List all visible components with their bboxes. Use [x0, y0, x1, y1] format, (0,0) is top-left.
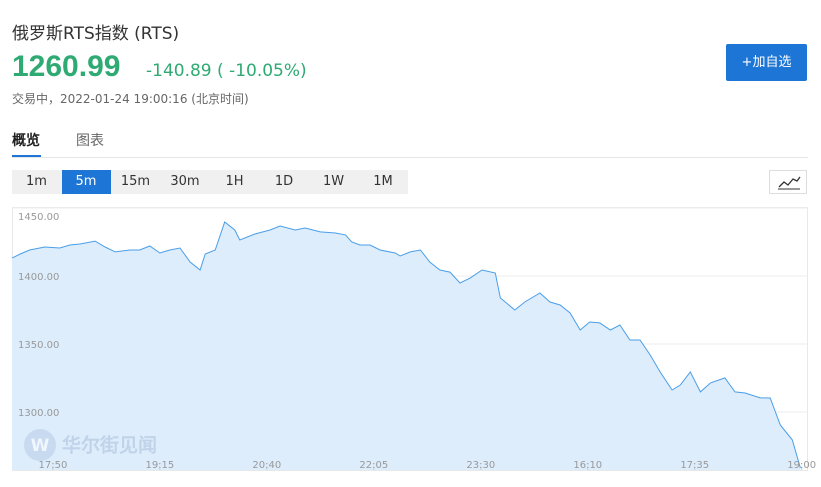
y-tick-label: 1450.00	[18, 212, 59, 223]
x-tick-label: 16:10	[573, 460, 602, 471]
tab[interactable]: 概览	[12, 133, 40, 149]
x-tick-label: 17:35	[680, 460, 709, 471]
interval-button[interactable]: 1W	[322, 174, 345, 189]
area-fill	[12, 222, 801, 470]
tab[interactable]: 图表	[76, 133, 104, 149]
x-tick-label: 17:50	[38, 460, 67, 471]
title: 俄罗斯RTS指数 (RTS)	[12, 24, 180, 44]
watermark: W 华尔街见闻	[24, 429, 157, 461]
watermark-text: 华尔街见闻	[62, 434, 157, 457]
tab-divider	[12, 157, 808, 158]
svg-text:W: W	[31, 436, 50, 456]
interval-button[interactable]: 1M	[373, 174, 393, 189]
interval-button[interactable]: 15m	[120, 174, 151, 189]
price: 1260.99	[12, 50, 121, 83]
x-tick-label: 23:30	[466, 460, 495, 471]
add-watchlist-button[interactable]: +加自选	[726, 44, 807, 81]
x-tick-label: 20:40	[252, 460, 281, 471]
x-tick-label: 19:15	[145, 460, 174, 471]
chart-type-button[interactable]	[769, 170, 807, 194]
y-tick-label: 1350.00	[18, 340, 59, 351]
interval-button[interactable]: 5m	[61, 170, 111, 194]
chart-icon	[778, 176, 801, 190]
y-tick-label: 1400.00	[18, 272, 59, 283]
price-line	[11, 221, 801, 469]
interval-button[interactable]: 1D	[274, 174, 294, 189]
trade-status: 交易中，2022-01-24 19:00:16 (北京时间)	[12, 92, 249, 106]
interval-button[interactable]: 1m	[26, 174, 47, 189]
price-change: -140.89 ( -10.05%)	[146, 61, 307, 81]
tab-underline	[12, 155, 41, 157]
x-tick-label: 19:00	[787, 460, 816, 471]
x-tick-label: 22:05	[359, 460, 388, 471]
y-tick-label: 1300.00	[18, 408, 59, 419]
interval-button[interactable]: 1H	[225, 174, 244, 189]
interval-button[interactable]: 30m	[170, 174, 200, 189]
